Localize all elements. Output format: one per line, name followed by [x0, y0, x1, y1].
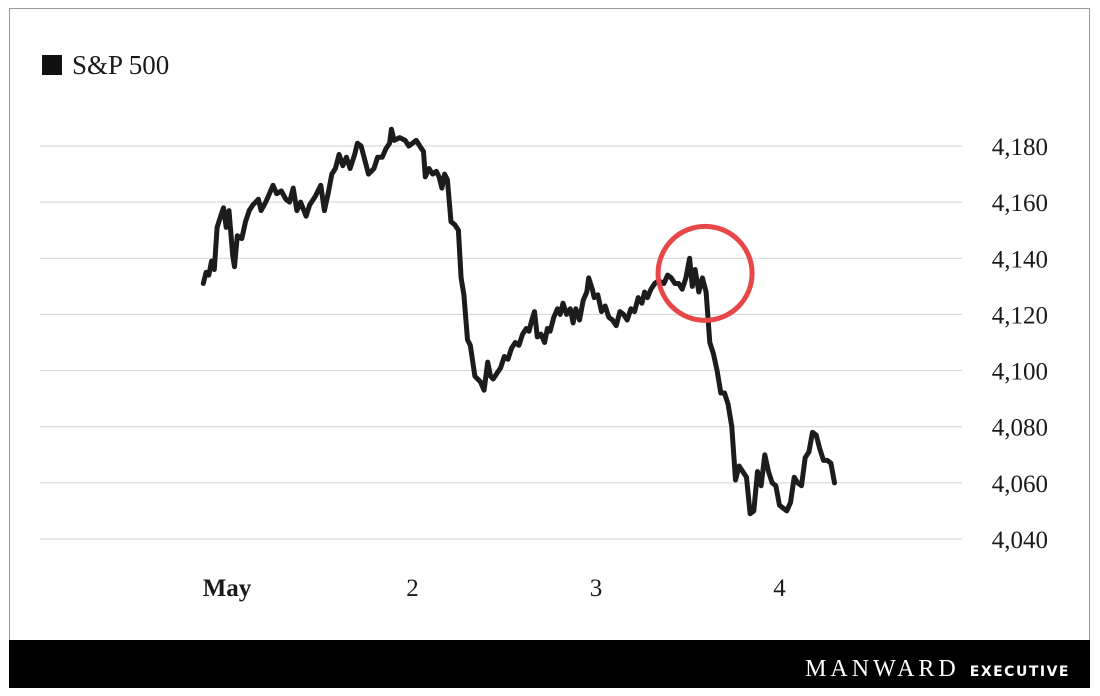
- y-tick-label: 4,060: [992, 471, 1048, 498]
- legend-label: S&P 500: [72, 49, 170, 80]
- legend: S&P 500: [42, 50, 169, 80]
- x-tick-label: May: [203, 575, 252, 602]
- y-tick-label: 4,040: [992, 527, 1048, 554]
- y-tick-label: 4,100: [992, 359, 1048, 386]
- chart-frame: [9, 8, 1090, 688]
- brand-logo: MANWARD EXECUTIVE: [805, 656, 1070, 683]
- legend-swatch: [42, 55, 62, 75]
- highlight-circle: [655, 223, 755, 323]
- y-tick-label: 4,140: [992, 246, 1048, 273]
- y-tick-label: 4,180: [992, 134, 1048, 161]
- brand-name: MANWARD: [805, 656, 960, 682]
- series-line-sp500: [200, 126, 837, 517]
- y-tick-label: 4,080: [992, 415, 1048, 442]
- y-tick-label: 4,160: [992, 190, 1048, 217]
- brand-sub: EXECUTIVE: [969, 664, 1070, 680]
- footer-bar: [9, 640, 1090, 688]
- x-tick-label: 2: [406, 575, 419, 602]
- y-tick-label: 4,120: [992, 302, 1048, 329]
- x-tick-label: 4: [773, 575, 786, 602]
- x-tick-label: 3: [590, 575, 603, 602]
